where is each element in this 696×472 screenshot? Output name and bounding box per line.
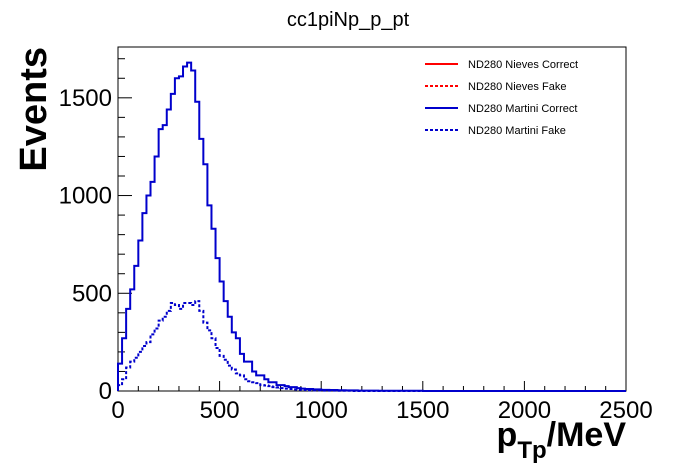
series-layer — [117, 61, 626, 392]
y-tick-label: 1500 — [59, 85, 112, 112]
y-axis: 0 500 1000 1500 — [59, 58, 132, 405]
x-axis-title-unit: /MeV — [547, 416, 627, 454]
series-nd280-martini-fake — [117, 300, 626, 392]
x-tick-label: 2000 — [498, 397, 551, 424]
x-axis-title-subscript: Tp — [517, 437, 546, 464]
legend-label: ND280 Nieves Fake — [468, 81, 566, 93]
plot-frame — [117, 46, 627, 392]
legend: ND280 Nieves Correct ND280 Nieves Fake ND2… — [425, 59, 578, 137]
x-axis: 0 500 1000 1500 2000 2500 — [111, 381, 653, 424]
y-axis-title: Events — [13, 47, 55, 172]
legend-label: ND280 Martini Correct — [468, 103, 577, 115]
x-axis-title-main: p — [497, 416, 518, 454]
legend-label: ND280 Martini Fake — [468, 125, 566, 137]
y-tick-label: 0 — [99, 378, 112, 405]
y-tick-label: 1000 — [59, 183, 112, 210]
x-tick-label: 500 — [200, 397, 240, 424]
x-tick-label: 1000 — [295, 397, 348, 424]
x-tick-label: 2500 — [599, 397, 652, 424]
y-tick-label: 500 — [72, 280, 112, 307]
x-axis-title: pTp/MeV — [497, 416, 627, 464]
chart-title: cc1piNp_p_pt — [287, 9, 410, 31]
x-tick-label: 1500 — [396, 397, 449, 424]
x-tick-label: 0 — [111, 397, 124, 424]
legend-label: ND280 Nieves Correct — [468, 59, 578, 71]
